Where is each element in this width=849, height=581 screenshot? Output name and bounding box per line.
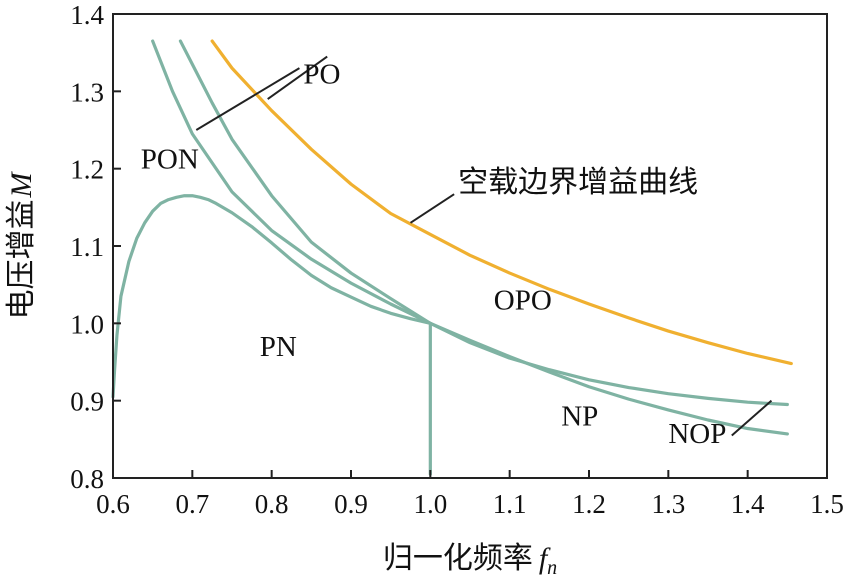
tick-marks xyxy=(112,13,828,479)
x-tick-label-7: 1.3 xyxy=(651,489,685,519)
y-axis-label: 电压增益M xyxy=(4,171,39,320)
series-layer xyxy=(111,39,793,476)
annotation-3: OPO xyxy=(494,284,552,316)
annotation-2: 空载边界增益曲线 xyxy=(458,165,698,200)
x-tick-label-4: 1.0 xyxy=(413,489,447,519)
leader-line-2 xyxy=(409,193,455,224)
y-tick-label-4: 1.2 xyxy=(70,155,104,185)
leader-line-0 xyxy=(267,55,328,100)
y-tick-label-6: 1.4 xyxy=(70,0,104,30)
y-tick-label-5: 1.3 xyxy=(70,77,104,107)
annotations: PO PON 空载边界增益曲线 OPO PN NP NOP xyxy=(141,59,727,451)
x-axis-label: 归一化频率 fn xyxy=(383,541,557,579)
annotation-0: PO xyxy=(303,59,340,91)
annotation-4: PN xyxy=(260,331,297,363)
y-axis-symbol: M xyxy=(5,171,38,199)
annotation-1: PON xyxy=(141,144,199,176)
leader-lines xyxy=(195,55,773,437)
annotation-5: NP xyxy=(561,400,598,432)
x-tick-label-9: 1.5 xyxy=(810,489,844,519)
series-line-2 xyxy=(178,39,789,407)
x-tick-label-3: 0.9 xyxy=(334,489,368,519)
series-line-0 xyxy=(210,39,793,366)
series-line-3 xyxy=(111,194,432,399)
x-tick-label-0: 0.6 xyxy=(96,489,130,519)
x-tick-label-5: 1.1 xyxy=(493,489,527,519)
y-tick-label-0: 0.8 xyxy=(70,464,104,494)
y-tick-label-2: 1.0 xyxy=(70,309,104,339)
leader-line-3 xyxy=(731,399,773,437)
x-tick-label-2: 0.8 xyxy=(255,489,289,519)
x-axis-subscript: n xyxy=(547,557,557,579)
y-axis-label-text: 电压增益 xyxy=(4,200,39,320)
y-tick-label-1: 0.9 xyxy=(70,387,104,417)
x-tick-label-6: 1.2 xyxy=(572,489,606,519)
x-tick-label-8: 1.4 xyxy=(731,489,765,519)
plot-frame xyxy=(112,13,828,479)
axes xyxy=(112,13,828,479)
annotation-6: NOP xyxy=(668,418,726,450)
y-tick-label-3: 1.1 xyxy=(70,232,104,262)
tick-labels: 0.6 0.7 0.8 0.9 1.0 1.1 1.2 1.3 1.4 1.5 0.8 0.9 1.0 1… xyxy=(70,0,844,519)
x-axis-label-text: 归一化频率 xyxy=(383,541,533,576)
leader-line-1 xyxy=(195,67,300,131)
x-tick-label-1: 0.7 xyxy=(175,489,209,519)
